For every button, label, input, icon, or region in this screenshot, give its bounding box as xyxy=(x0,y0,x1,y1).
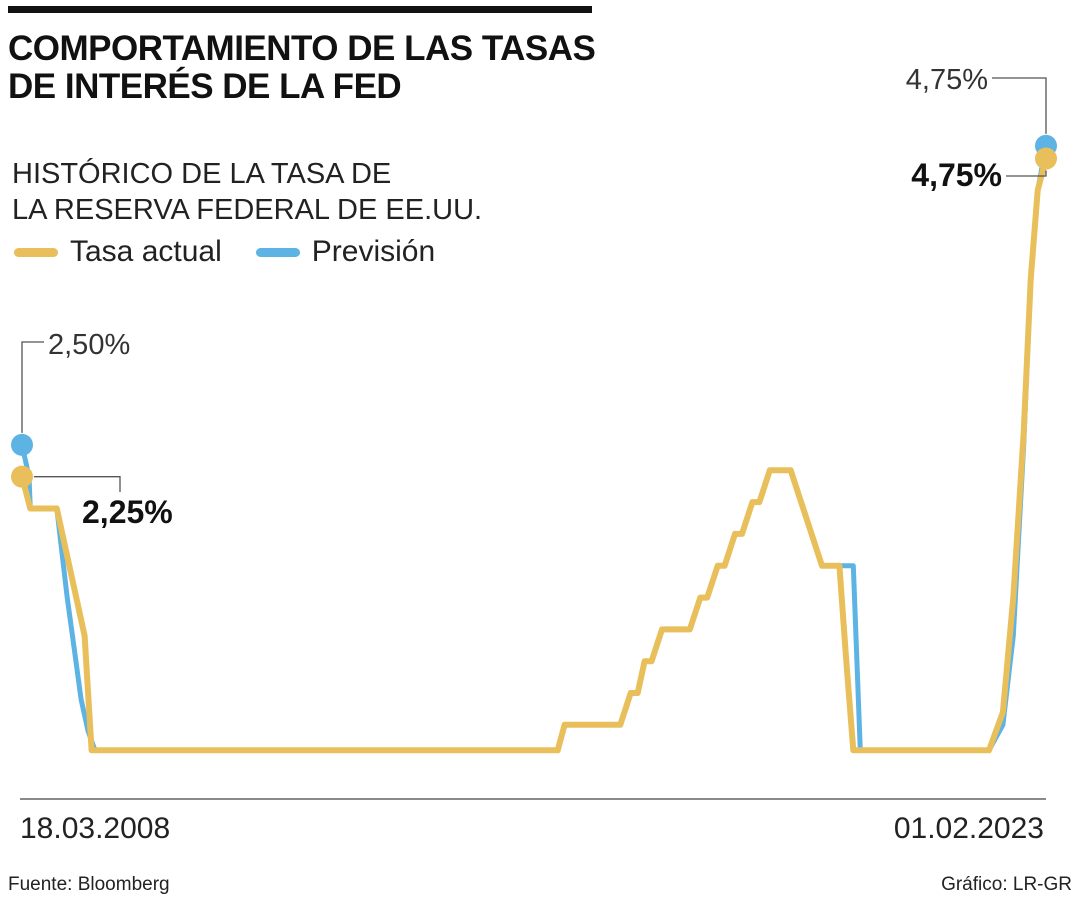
top-rule xyxy=(8,6,592,13)
series-line-actual xyxy=(19,155,1049,754)
legend-swatch-actual xyxy=(14,247,58,257)
data-label-forecast-start: 2,50% xyxy=(48,329,130,361)
annotation-labels: 2,50% 2,25% 4,75% 4,75% xyxy=(48,64,1002,530)
leader-forecast-start xyxy=(21,341,44,433)
subtitle-line-2: LA RESERVA FEDERAL DE EE.UU. xyxy=(12,194,483,226)
chart-title: COMPORTAMIENTO DE LAS TASAS DE INTERÉS D… xyxy=(8,30,608,106)
leader-forecast-end xyxy=(992,77,1047,134)
legend-label-forecast: Previsión xyxy=(311,235,436,268)
credit-note: Gráfico: LR-GR xyxy=(941,874,1072,895)
chart-subtitle: HISTÓRICO DE LA TASA DE LA RESERVA FEDER… xyxy=(12,156,532,228)
data-label-actual-start: 2,25% xyxy=(82,494,173,530)
legend-item-forecast: Previsión xyxy=(255,235,436,269)
source-note: Fuente: Bloomberg xyxy=(8,874,170,895)
x-tick-label-start: 18.03.2008 xyxy=(20,812,170,845)
point-forecast-start xyxy=(11,433,33,456)
title-line-1: COMPORTAMIENTO DE LAS TASAS xyxy=(8,29,596,68)
leader-actual-end xyxy=(1006,170,1047,177)
data-label-actual-end: 4,75% xyxy=(911,157,1002,193)
legend-swatch-forecast xyxy=(255,247,300,257)
annotation-leaders xyxy=(21,77,1047,492)
point-actual-start xyxy=(11,465,33,488)
data-label-forecast-end: 4,75% xyxy=(906,64,988,96)
legend-label-actual: Tasa actual xyxy=(70,235,222,268)
subtitle-line-1: HISTÓRICO DE LA TASA DE xyxy=(12,158,392,190)
series-endpoints xyxy=(11,134,1057,488)
point-actual-end xyxy=(1035,147,1057,170)
legend: Tasa actual Previsión xyxy=(14,234,469,270)
series-line-forecast xyxy=(19,143,1049,753)
title-line-2: DE INTERÉS DE LA FED xyxy=(8,67,402,106)
legend-item-actual: Tasa actual xyxy=(14,235,222,269)
leader-actual-start xyxy=(34,476,121,492)
x-tick-label-end: 01.02.2023 xyxy=(894,812,1044,845)
series-lines xyxy=(19,143,1049,754)
